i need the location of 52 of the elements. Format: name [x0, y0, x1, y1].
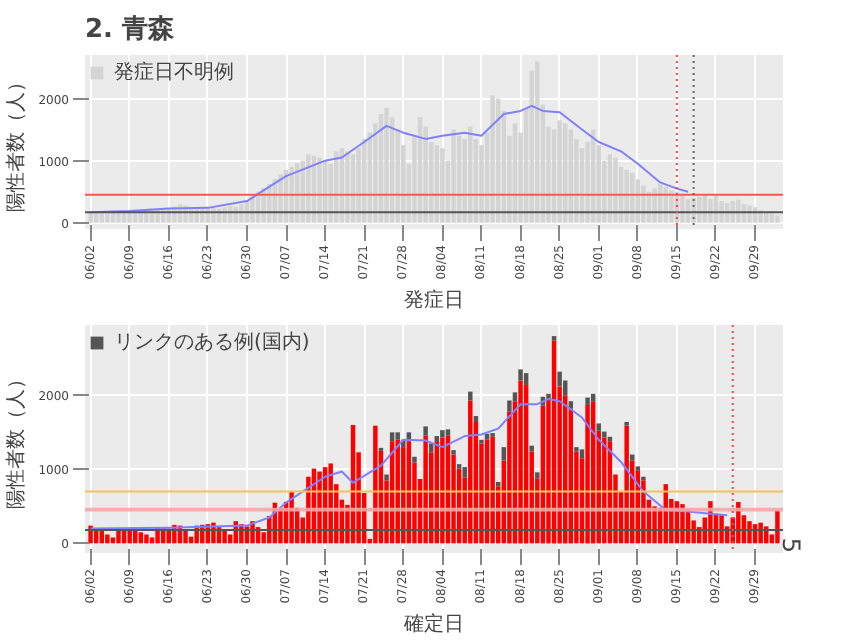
- bar: [149, 537, 155, 544]
- bar: [775, 215, 780, 223]
- bar: [758, 522, 763, 544]
- bar: [395, 432, 400, 440]
- bar: [423, 426, 428, 436]
- annotation: 5: [777, 537, 805, 554]
- bar: [747, 521, 752, 544]
- bar: [373, 425, 378, 544]
- bar: [144, 534, 149, 544]
- y-axis-title: 陽性者数（人）: [4, 72, 29, 212]
- y-axis-title: 陽性者数（人）: [4, 369, 29, 509]
- bar: [88, 212, 93, 223]
- bar: [468, 400, 473, 544]
- bar: [222, 530, 227, 544]
- bar: [535, 472, 540, 479]
- bar: [585, 397, 590, 405]
- bar: [691, 520, 696, 544]
- bar: [602, 437, 607, 544]
- bar: [523, 373, 529, 385]
- x-axis-title: 発症日: [404, 287, 464, 312]
- bar: [440, 437, 445, 544]
- line-series: [89, 398, 729, 530]
- bar: [110, 537, 116, 544]
- bar: [105, 534, 110, 544]
- bar: [384, 474, 389, 481]
- bar: [423, 435, 428, 544]
- legend-label: リンクのある例(国内): [114, 329, 310, 356]
- bar: [412, 456, 417, 463]
- bar: [596, 423, 601, 431]
- bar: [579, 449, 585, 459]
- bar: [490, 436, 495, 544]
- bar: [462, 467, 467, 478]
- bar: [557, 371, 562, 387]
- bar: [484, 433, 490, 440]
- bar: [529, 445, 534, 452]
- bar: [518, 380, 523, 544]
- bar: [434, 436, 440, 442]
- bar: [473, 416, 479, 422]
- bar: [389, 432, 395, 442]
- x-axis-title: 確定日: [402, 611, 464, 636]
- bar: [602, 431, 607, 438]
- bar: [440, 430, 445, 438]
- chart-title: 2. 青森: [85, 15, 177, 45]
- bar: [512, 392, 518, 402]
- bar: [624, 425, 629, 544]
- bar: [518, 369, 523, 381]
- bar: [468, 391, 473, 401]
- bar: [445, 429, 451, 436]
- bar: [585, 404, 590, 544]
- bar: [507, 400, 512, 412]
- legend-label: 発症日不明例: [114, 59, 234, 86]
- bar: [183, 530, 188, 544]
